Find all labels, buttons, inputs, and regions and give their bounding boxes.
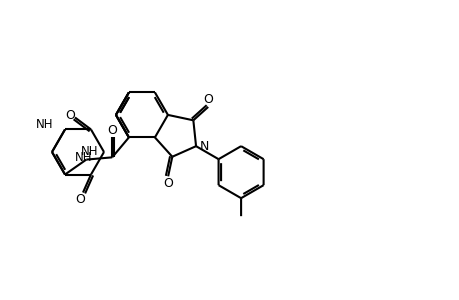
Text: O: O — [163, 177, 173, 190]
Text: O: O — [107, 124, 117, 137]
Text: NH: NH — [80, 145, 98, 158]
Text: N: N — [200, 140, 209, 153]
Text: O: O — [203, 93, 213, 106]
Text: NH: NH — [35, 118, 53, 131]
Text: O: O — [65, 109, 75, 122]
Text: O: O — [75, 193, 85, 206]
Text: NH: NH — [74, 151, 92, 164]
